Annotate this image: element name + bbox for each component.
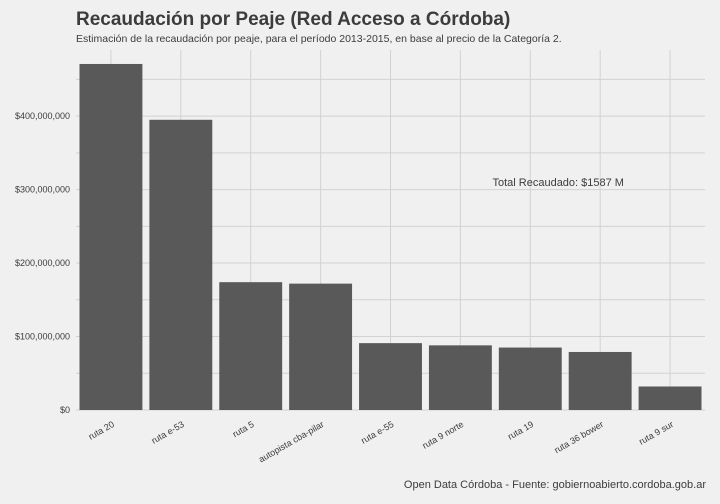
- bar-ruta-9-sur: [638, 386, 702, 410]
- bar-ruta-19: [498, 347, 562, 410]
- bar-ruta-e-53: [149, 119, 213, 410]
- y-tick-label: $100,000,000: [15, 332, 70, 342]
- x-tick-label: ruta e-53: [150, 419, 186, 446]
- chart-caption: Open Data Córdoba - Fuente: gobiernoabie…: [403, 479, 706, 491]
- x-tick-label: ruta e-55: [359, 419, 395, 446]
- bar-ruta-36-bower: [568, 351, 632, 410]
- x-tick-label: ruta 20: [87, 419, 116, 442]
- x-tick-label: autopista cba-pilar: [257, 419, 326, 464]
- x-tick-label: ruta 9 sur: [637, 419, 675, 447]
- total-annotation: Total Recaudado: $1587 M: [492, 177, 623, 189]
- chart-title: Recaudación por Peaje (Red Acceso a Córd…: [76, 9, 511, 30]
- x-tick-label: ruta 5: [231, 419, 256, 439]
- bar-autopista-cba-pilar: [289, 283, 353, 410]
- x-tick-label: ruta 36 bower: [552, 419, 605, 455]
- x-tick-label: ruta 9 norte: [421, 419, 466, 451]
- y-tick-label: $400,000,000: [15, 111, 70, 121]
- y-tick-label: $300,000,000: [15, 185, 70, 195]
- y-tick-label: $0: [60, 405, 70, 415]
- y-tick-label: $200,000,000: [15, 258, 70, 268]
- x-tick-label: ruta 19: [506, 419, 535, 442]
- bar-ruta-9-norte: [428, 345, 492, 410]
- bar-ruta-5: [219, 282, 283, 410]
- bar-ruta-e-55: [359, 343, 422, 410]
- chart-subtitle: Estimación de la recaudación por peaje, …: [76, 33, 562, 45]
- bar-ruta-20: [79, 63, 143, 411]
